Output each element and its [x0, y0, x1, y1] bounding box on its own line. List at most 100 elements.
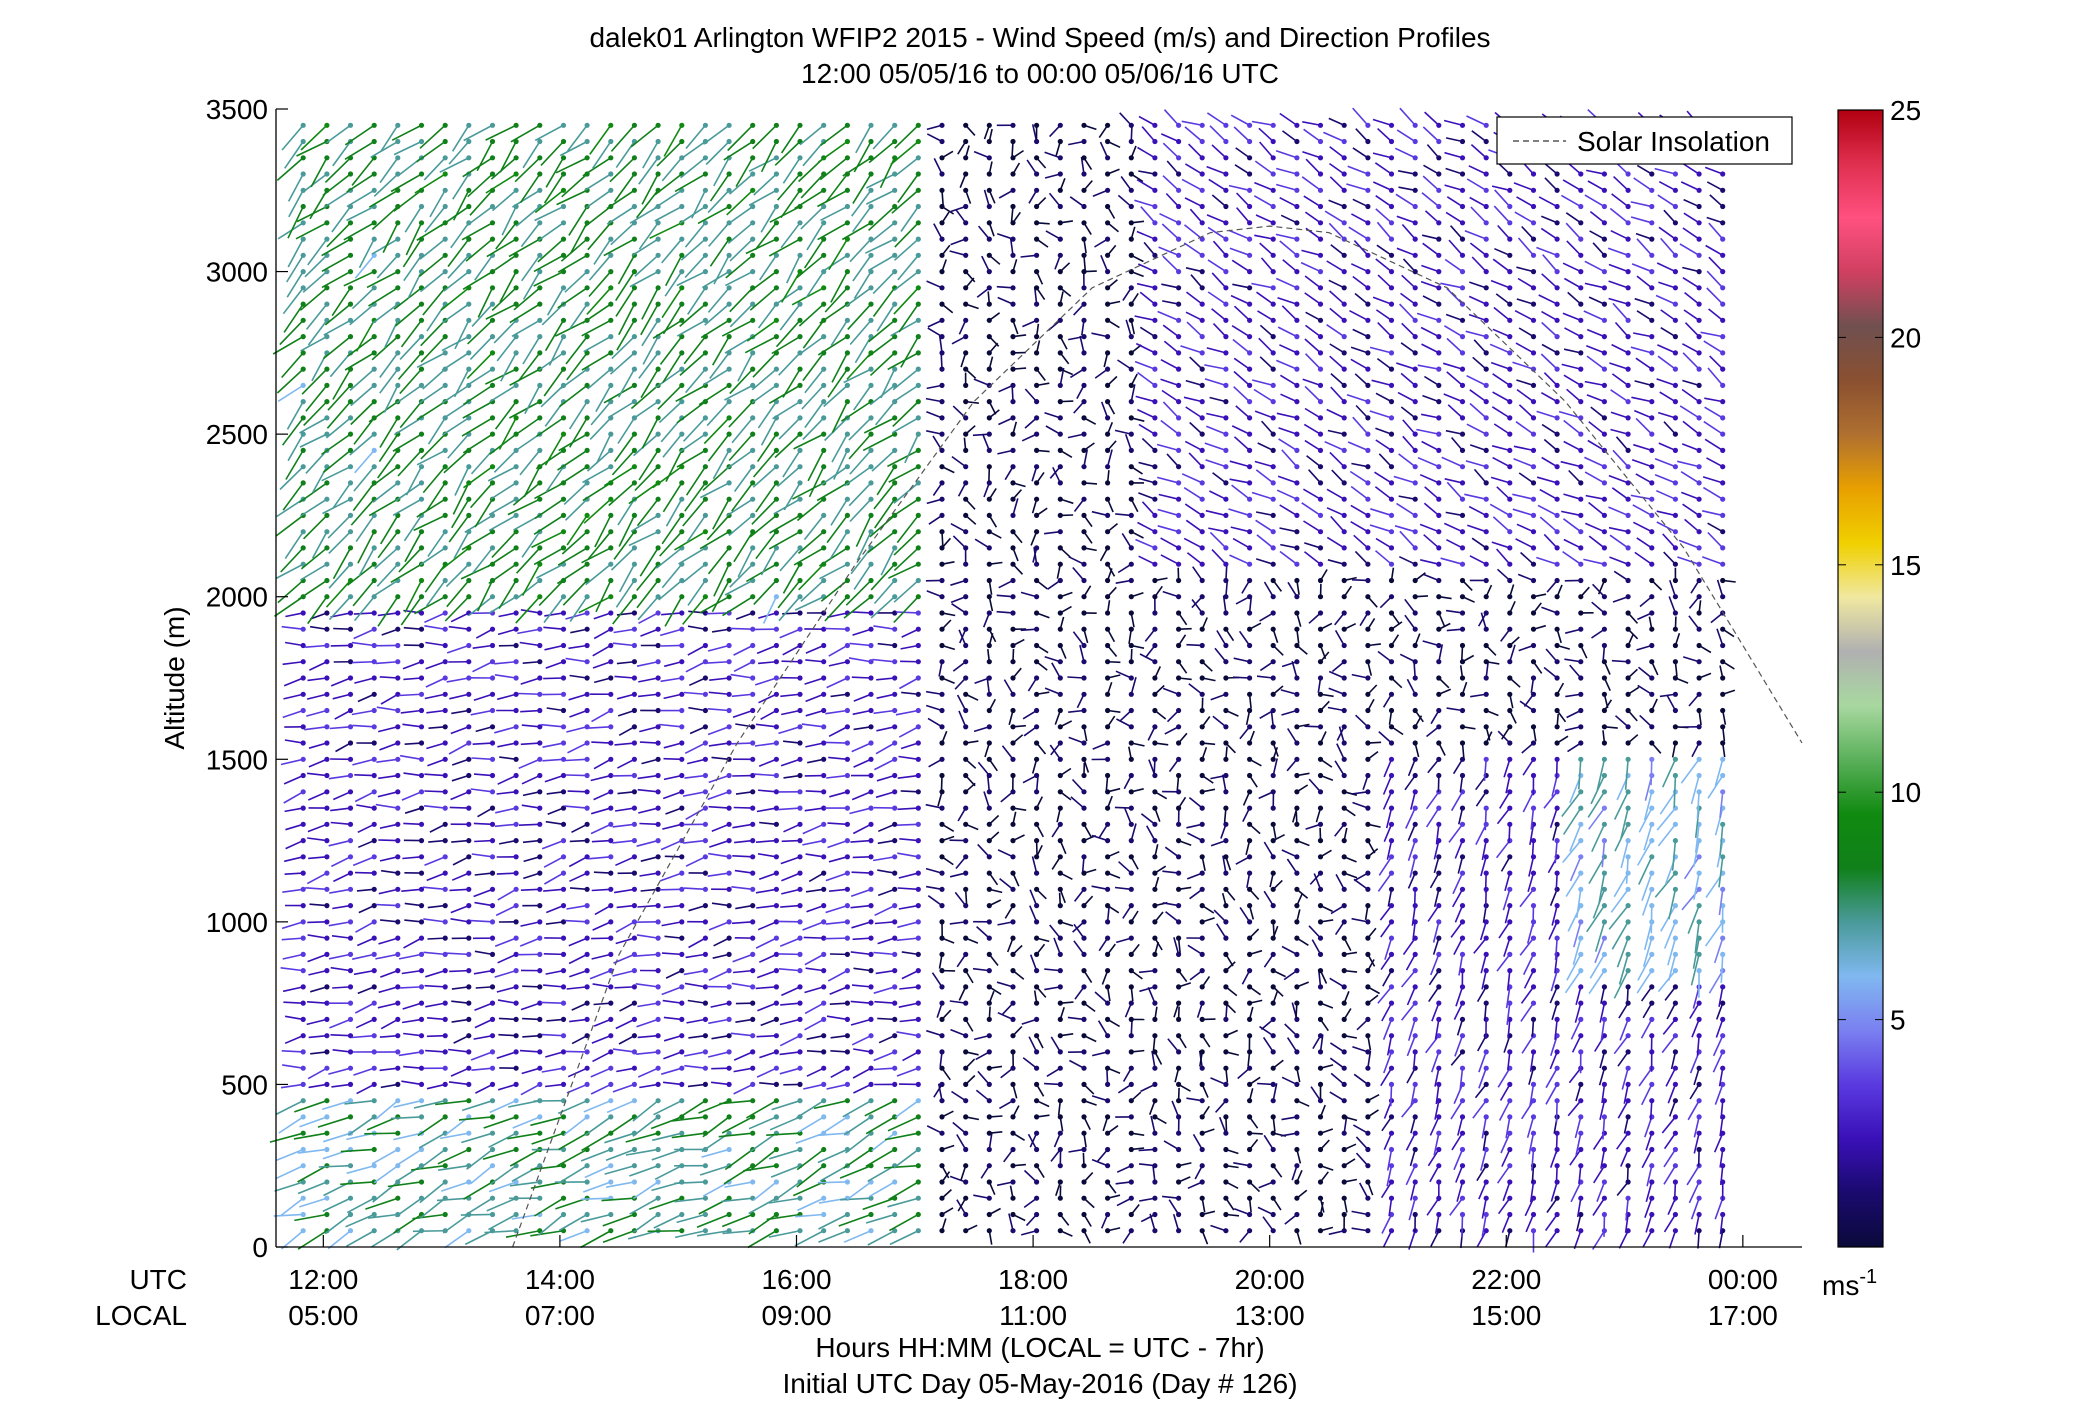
wind-barb-point: [347, 707, 354, 714]
wind-barb-shaft: [354, 254, 375, 279]
wind-barb-point: [1128, 1195, 1134, 1201]
wind-barb-point: [773, 642, 780, 649]
wind-barb-point: [300, 610, 306, 616]
wind-barb-point: [892, 919, 898, 925]
wind-barb-point: [726, 1033, 732, 1039]
wind-barb-point: [963, 1033, 969, 1039]
wind-barb-point: [1128, 675, 1134, 681]
wind-barb-point: [797, 968, 803, 974]
wind-barb-point: [797, 886, 803, 892]
wind-barb-point: [939, 464, 945, 470]
wind-barb-shaft: [325, 124, 351, 144]
wind-barb-point: [1034, 772, 1040, 779]
wind-barb-point: [726, 431, 732, 437]
wind-barb-point: [489, 122, 496, 128]
wind-barb-shaft: [349, 433, 375, 456]
wind-barb-point: [915, 138, 921, 145]
wind-barb-point: [892, 838, 898, 844]
wind-barb-point: [1105, 577, 1111, 584]
wind-barb-point: [750, 138, 756, 145]
wind-barb-point: [1128, 626, 1134, 632]
wind-barb-shaft: [378, 774, 398, 780]
wind-barb-point: [892, 1179, 898, 1185]
wind-barb-point: [1034, 1195, 1040, 1201]
wind-barb-point: [1034, 789, 1040, 795]
wind-barb-point: [1010, 334, 1016, 340]
wind-barb-shaft: [349, 368, 375, 392]
wind-barb-point: [1034, 269, 1040, 275]
wind-barb-point: [963, 122, 969, 128]
wind-barb-point: [1010, 1130, 1016, 1136]
wind-barb-point: [702, 1179, 709, 1185]
wind-barb-point: [1081, 1081, 1087, 1087]
wind-barb-point: [750, 350, 756, 356]
wind-barb-point: [1128, 529, 1134, 535]
wind-barb-point: [1105, 1163, 1111, 1169]
wind-barb-point: [1010, 203, 1016, 210]
wind-barb-point: [726, 496, 732, 502]
wind-barb-point: [963, 740, 969, 746]
wind-barb-point: [1034, 903, 1040, 909]
wind-barb-shaft: [346, 1197, 375, 1214]
wind-barb-point: [1034, 415, 1040, 421]
wind-barb-point: [347, 610, 354, 616]
wind-barb-shaft: [288, 189, 304, 218]
wind-barb-shaft: [473, 822, 493, 826]
wind-barb-point: [939, 886, 945, 892]
wind-barb-point: [1152, 1228, 1158, 1234]
wind-barb-point: [986, 789, 992, 795]
wind-barb-point: [489, 919, 496, 925]
wind-barb-point: [584, 1114, 590, 1120]
wind-barb-point: [324, 659, 330, 665]
wind-barb-point: [537, 659, 543, 665]
wind-barb-shaft: [307, 823, 328, 833]
wind-barb-point: [986, 903, 992, 909]
wind-barb-point: [963, 577, 969, 584]
wind-barb-point: [986, 334, 992, 340]
wind-barb-point: [466, 935, 472, 941]
wind-barb-point: [513, 1114, 519, 1120]
wind-barb-point: [631, 594, 638, 600]
wind-barb-point: [395, 1049, 401, 1055]
wind-barb-shaft: [403, 822, 422, 826]
wind-barb-point: [726, 740, 732, 746]
wind-barb-point: [395, 594, 401, 600]
wind-barb-point: [963, 334, 969, 340]
wind-barb-point: [797, 431, 803, 437]
wind-barb-shaft: [286, 254, 304, 283]
wind-barb-point: [324, 399, 330, 405]
wind-barb-point: [915, 642, 921, 649]
wind-barb-point: [679, 642, 685, 649]
wind-barb-point: [963, 886, 969, 892]
wind-barb-point: [1105, 187, 1111, 193]
wind-barb-point: [513, 675, 519, 681]
wind-barb-point: [395, 252, 401, 258]
wind-barb-point: [395, 610, 401, 616]
wind-barb-point: [726, 561, 732, 567]
wind-barb-point: [442, 1081, 448, 1087]
wind-barb-point: [892, 756, 898, 762]
wind-barb-point: [324, 1000, 330, 1006]
wind-barb-shaft: [817, 1181, 848, 1184]
wind-barb-shaft: [518, 692, 540, 696]
wind-barb-point: [844, 529, 851, 535]
wind-barb-point: [726, 772, 732, 779]
wind-barb-point: [963, 1049, 969, 1055]
wind-barb-point: [939, 285, 945, 291]
wind-barb-point: [513, 1211, 519, 1218]
wind-barb-point: [702, 724, 709, 730]
wind-barb-point: [986, 659, 992, 665]
wind-barb-point: [537, 1065, 543, 1071]
wind-barb-point: [489, 1146, 496, 1153]
wind-barb-point: [844, 399, 851, 405]
wind-barb-shaft: [541, 1033, 564, 1037]
wind-barb-shaft: [294, 1213, 328, 1222]
wind-barb-point: [418, 1049, 425, 1055]
wind-barb-point: [726, 805, 732, 811]
wind-barb-point: [892, 724, 898, 730]
wind-barb-point: [892, 968, 898, 974]
wind-barb-point: [1034, 756, 1040, 762]
wind-barb-point: [347, 854, 354, 860]
wind-barb-point: [963, 1228, 969, 1234]
wind-barb-point: [537, 594, 543, 600]
